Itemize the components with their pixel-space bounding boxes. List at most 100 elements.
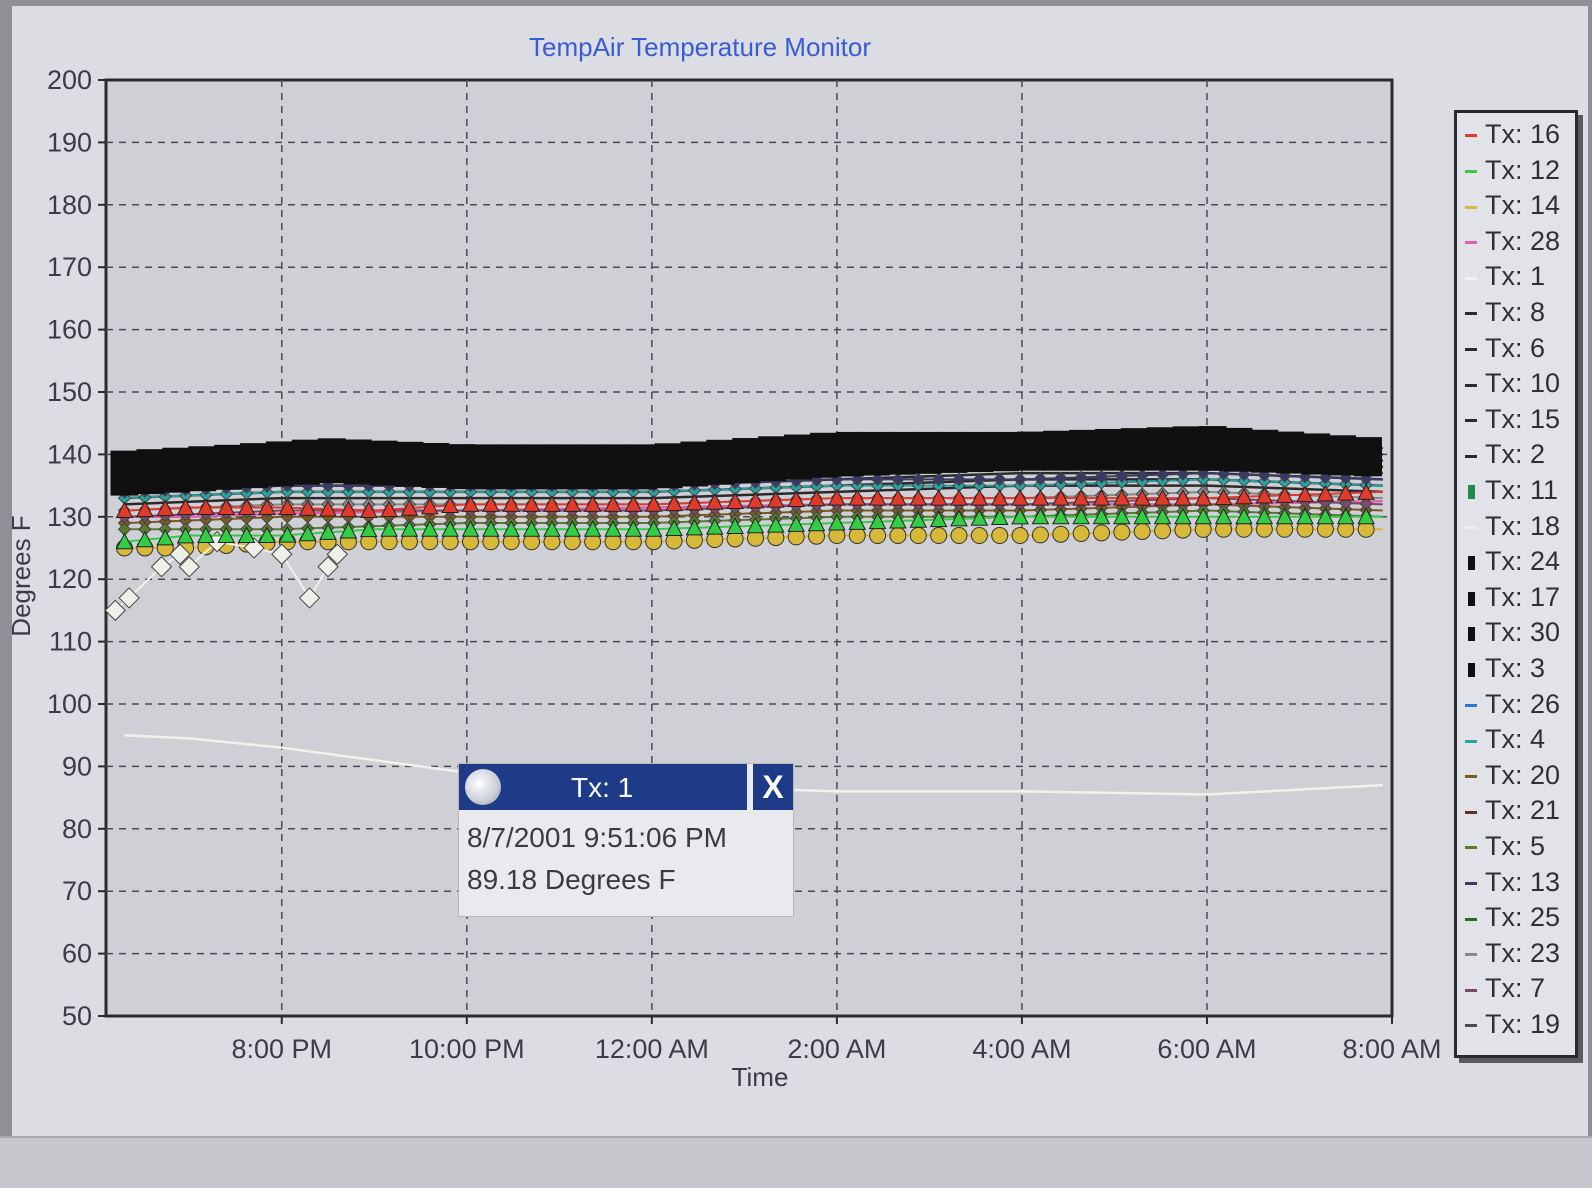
data-point [1135, 468, 1149, 483]
data-point [1017, 444, 1046, 465]
data-point [583, 520, 602, 537]
close-button[interactable]: X [751, 764, 793, 810]
legend-item: Tx: 2 [1465, 439, 1545, 473]
data-point [237, 526, 256, 544]
legend-item: Tx: 24 [1465, 546, 1560, 580]
legend-item: Tx: 26 [1465, 689, 1560, 723]
legend-item: Tx: 6 [1465, 333, 1545, 367]
legend-label: Tx: 18 [1485, 510, 1561, 541]
data-point [950, 509, 968, 527]
data-point [1255, 486, 1274, 504]
legend-swatch [1465, 312, 1477, 316]
data-point [965, 445, 994, 466]
data-point [784, 434, 813, 455]
data-point [197, 498, 215, 515]
data-point [1072, 507, 1090, 525]
legend-label: Tx: 21 [1485, 795, 1561, 826]
y-tick-label: 50 [62, 1001, 92, 1031]
data-point [118, 587, 140, 609]
data-point [1011, 507, 1029, 525]
data-point [1174, 507, 1192, 525]
data-point [848, 527, 866, 545]
data-point [197, 526, 215, 544]
legend-swatch [1465, 454, 1477, 458]
data-point [909, 489, 928, 506]
data-point [343, 458, 372, 479]
data-point [766, 491, 785, 508]
legend-swatch [1465, 276, 1477, 280]
data-point [1174, 521, 1192, 539]
data-point [1092, 524, 1110, 542]
data-point [176, 526, 195, 544]
legend-item: Tx: 15 [1465, 404, 1560, 438]
data-point [319, 499, 337, 517]
legend-item: Tx: 5 [1465, 831, 1545, 865]
data-point [1153, 507, 1172, 525]
legend-item: Tx: 23 [1465, 938, 1560, 972]
data-point [550, 444, 579, 465]
data-point [889, 489, 907, 506]
legend-swatch [1465, 775, 1477, 779]
data-point [913, 431, 942, 452]
data-point [758, 455, 787, 476]
data-point [421, 442, 450, 463]
data-point [115, 501, 134, 519]
data-point [237, 498, 256, 515]
data-point [1214, 488, 1233, 505]
legend-swatch [1465, 881, 1477, 885]
legend-label: Tx: 30 [1485, 617, 1561, 648]
data-point [1113, 489, 1131, 506]
data-point [298, 499, 317, 516]
data-point [665, 519, 683, 537]
data-point [258, 498, 276, 515]
data-point [1198, 426, 1227, 447]
data-point [602, 444, 631, 465]
data-point [188, 464, 217, 485]
data-point [726, 492, 744, 510]
series-tx-2 [124, 484, 1383, 506]
y-tick-label: 90 [62, 751, 92, 781]
series-tx-16 [115, 483, 1383, 519]
data-point [563, 495, 582, 512]
temperature-chart: TempAir Temperature Monitor 200 190 180 170… [12, 32, 1442, 1092]
globe-icon [465, 769, 501, 805]
legend-label: Tx: 5 [1485, 831, 1546, 861]
legend-label: Tx: 16 [1485, 119, 1561, 149]
data-point [169, 543, 191, 565]
data-point [628, 463, 657, 484]
legend-item: Tx: 16 [1465, 119, 1560, 153]
data-point [1336, 484, 1355, 501]
data-point [1194, 489, 1213, 506]
data-point [583, 495, 602, 512]
data-point [891, 472, 905, 487]
data-point [1031, 507, 1050, 525]
legend-label: Tx: 17 [1485, 581, 1561, 612]
legend-swatch [1465, 205, 1477, 209]
y-tick-label: 100 [47, 689, 92, 719]
data-point [1113, 523, 1131, 541]
series-line [124, 515, 1383, 543]
legend-swatch [1465, 739, 1477, 743]
data-point [990, 489, 1009, 506]
data-point [665, 494, 683, 512]
legend-label: Tx: 7 [1485, 973, 1546, 1004]
legend-item: Tx: 8 [1465, 297, 1545, 331]
data-point [317, 457, 346, 478]
data-point [1094, 444, 1123, 465]
data-point [654, 461, 683, 482]
series-tx-18 [104, 531, 349, 622]
series-tx-14 [116, 520, 1383, 557]
data-point [1011, 527, 1029, 545]
data-point [291, 439, 320, 460]
data-point [576, 463, 605, 484]
legend-item: Tx: 7 [1465, 973, 1545, 1007]
legend-label: Tx: 4 [1485, 724, 1546, 755]
data-point [1133, 522, 1151, 540]
data-point [1013, 472, 1027, 487]
data-point [1094, 469, 1109, 484]
data-point [809, 432, 838, 453]
data-point [1172, 444, 1201, 465]
data-point [1172, 426, 1201, 447]
legend-item: Tx: 19 [1465, 1009, 1560, 1043]
data-point [1174, 489, 1192, 506]
